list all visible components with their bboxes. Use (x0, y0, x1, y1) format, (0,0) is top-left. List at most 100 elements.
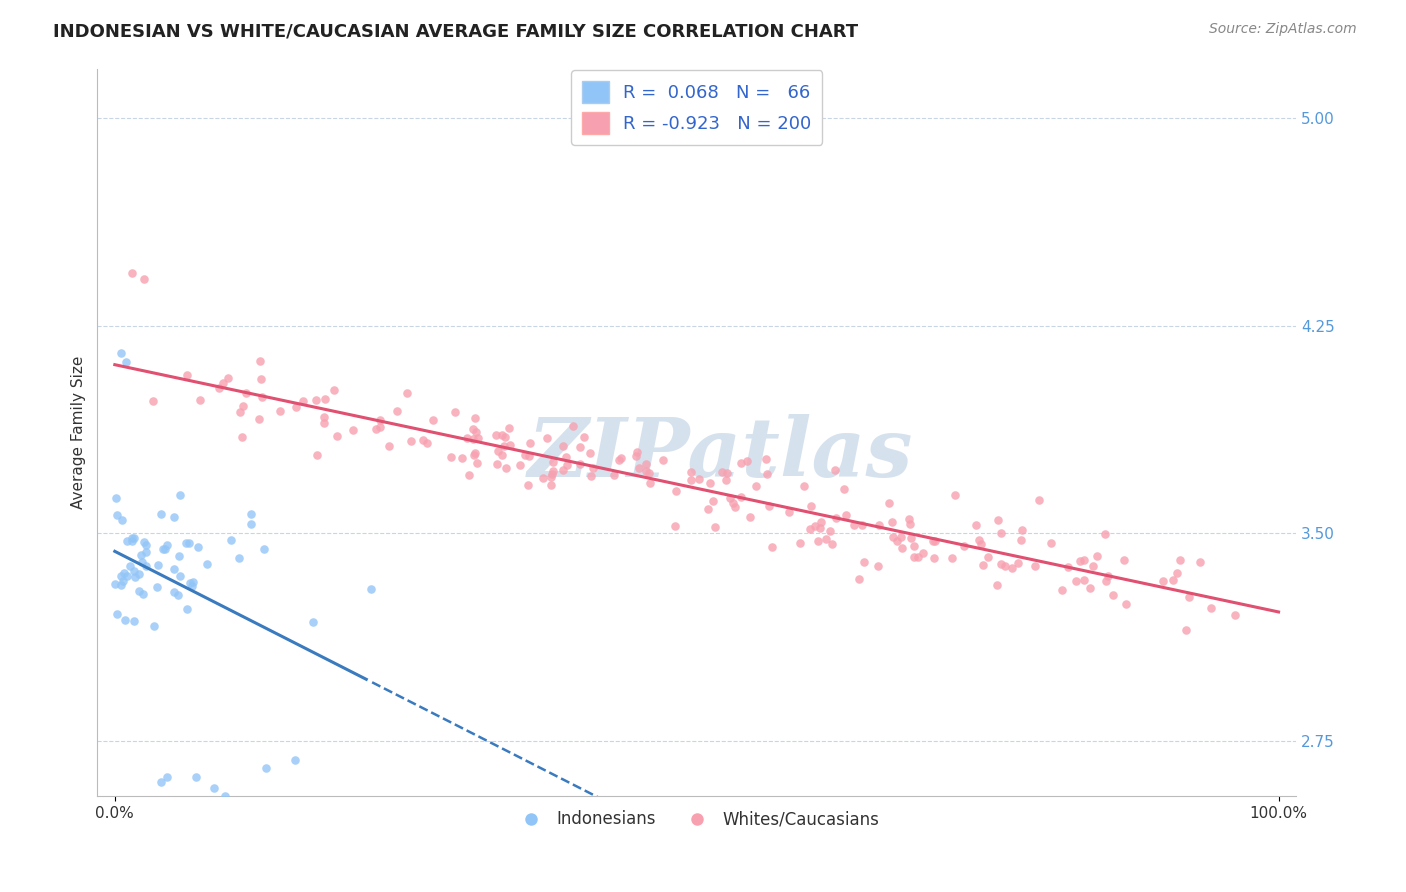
Point (142, 394, 165, 409)
Point (1010, 533, 1032, 547)
Point (229, 405, 252, 419)
Point (990, 557, 1012, 571)
Point (555, 450, 578, 465)
Point (1064, 574, 1087, 588)
Point (1094, 526, 1116, 541)
Point (679, 466, 702, 480)
Point (186, 770, 208, 784)
Point (898, 511, 921, 525)
Point (702, 494, 724, 508)
Point (148, 558, 170, 573)
Point (898, 517, 921, 532)
Point (169, 488, 191, 502)
Point (755, 452, 778, 467)
Point (112, 574, 135, 588)
Point (900, 532, 922, 546)
Point (1007, 556, 1029, 570)
Point (464, 411, 486, 425)
Point (494, 439, 516, 453)
Point (834, 483, 856, 497)
Point (463, 432, 485, 446)
Point (117, 568, 139, 582)
Point (451, 450, 474, 465)
Point (890, 530, 912, 544)
Point (239, 516, 262, 531)
Point (541, 455, 564, 469)
Point (444, 405, 467, 419)
Point (555, 458, 578, 473)
Point (232, 399, 254, 413)
Point (132, 535, 155, 549)
Point (540, 478, 562, 492)
Point (868, 558, 890, 573)
Point (322, 383, 344, 397)
Point (907, 549, 929, 564)
Point (364, 422, 387, 436)
Point (129, 548, 152, 562)
Point (110, 569, 132, 583)
Point (818, 524, 841, 538)
Point (491, 448, 513, 462)
Point (202, 780, 225, 795)
Point (912, 546, 935, 560)
Point (494, 430, 516, 444)
Point (723, 496, 745, 510)
Point (738, 509, 761, 524)
Point (627, 460, 650, 475)
Point (699, 475, 721, 490)
Point (1050, 583, 1073, 598)
Point (1174, 624, 1197, 638)
Point (124, 565, 146, 579)
Point (886, 533, 908, 548)
Point (1024, 558, 1046, 573)
Point (551, 439, 574, 453)
Point (1166, 566, 1188, 580)
Point (149, 507, 172, 521)
Point (519, 435, 541, 450)
Point (572, 430, 595, 444)
Point (880, 515, 903, 529)
Point (800, 499, 823, 513)
Point (326, 429, 349, 443)
Point (485, 457, 508, 471)
Point (1095, 574, 1118, 589)
Point (814, 533, 837, 547)
Point (240, 508, 263, 522)
Point (360, 582, 382, 596)
Point (745, 479, 768, 493)
Point (105, 508, 128, 523)
Point (1085, 549, 1108, 564)
Point (1028, 492, 1050, 507)
Point (249, 353, 271, 368)
Point (498, 421, 520, 435)
Point (463, 448, 485, 462)
Point (231, 430, 253, 444)
Point (825, 511, 848, 525)
Point (994, 559, 1017, 574)
Point (735, 454, 758, 468)
Point (467, 456, 489, 470)
Point (486, 444, 509, 458)
Point (163, 509, 186, 524)
Point (987, 512, 1010, 526)
Point (110, 577, 132, 591)
Point (153, 541, 176, 556)
Point (342, 423, 364, 437)
Point (640, 475, 662, 490)
Point (422, 413, 444, 427)
Point (114, 613, 136, 627)
Point (804, 519, 827, 533)
Point (697, 501, 720, 516)
Point (1188, 555, 1211, 569)
Point (1199, 601, 1222, 615)
Point (254, 761, 277, 775)
Point (301, 615, 323, 629)
Point (1083, 559, 1105, 574)
Point (176, 602, 198, 616)
Point (844, 518, 866, 533)
Point (610, 450, 633, 465)
Point (579, 468, 602, 483)
Point (1161, 573, 1184, 587)
Point (664, 518, 686, 533)
Point (730, 457, 752, 471)
